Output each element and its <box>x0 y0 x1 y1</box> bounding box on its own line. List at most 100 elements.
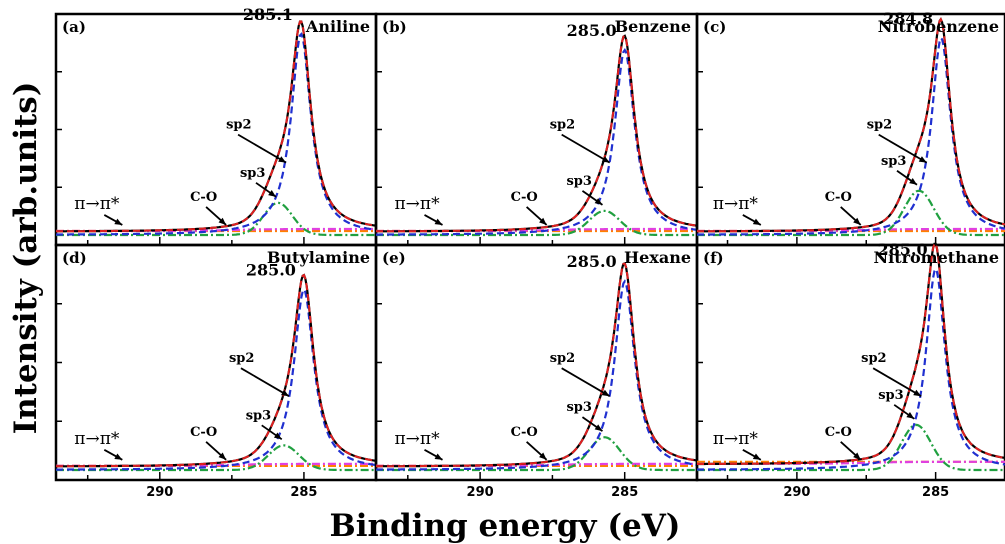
sp2-label: sp2 <box>226 118 251 133</box>
pi-pi-arrowhead <box>434 218 443 225</box>
panel-label: (c) <box>703 18 726 36</box>
pi-pi-label: π→π* <box>713 429 759 449</box>
x-tick-label: 285 <box>611 485 638 500</box>
pi-pi-label: π→π* <box>395 429 441 449</box>
peak-position-label: 285.0 <box>567 21 617 40</box>
sp2-label: sp2 <box>550 351 575 366</box>
sp3-component <box>376 209 697 237</box>
peak-position-label: 285.0 <box>878 240 928 259</box>
sp2-component <box>56 287 377 471</box>
sp3-label: sp3 <box>246 408 271 423</box>
panel-title: Benzene <box>615 17 691 36</box>
x-tick-label: 290 <box>146 485 173 500</box>
sp2-label: sp2 <box>861 351 886 366</box>
c-o-label: C-O <box>511 190 538 205</box>
measured-curve <box>56 20 377 233</box>
c-o-label: C-O <box>511 425 538 440</box>
pi-pi-label: π→π* <box>74 194 120 214</box>
sp3-arrowhead <box>909 177 917 185</box>
sp2-arrowhead <box>601 156 610 163</box>
measured-curve <box>56 273 377 468</box>
sp2-arrowhead <box>278 156 287 163</box>
sp3-arrowhead <box>594 424 603 432</box>
sp2-arrowhead <box>918 156 927 163</box>
panel-label: (f) <box>703 249 724 267</box>
measured-curve <box>697 17 1005 233</box>
sp2-label: sp2 <box>229 351 254 366</box>
panel-label: (a) <box>62 18 86 36</box>
sp2-arrowhead <box>281 389 289 397</box>
pi-pi-arrowhead <box>434 453 443 460</box>
sp2-arrow <box>561 133 611 164</box>
sp3-label: sp3 <box>566 400 591 415</box>
pi-pi-arrowhead <box>114 218 123 225</box>
sp2-arrow <box>561 367 611 397</box>
c-o-arrowhead <box>539 217 547 225</box>
c-o-arrowhead <box>539 452 547 460</box>
peak-position-label: 284.8 <box>883 9 933 28</box>
sp3-component <box>376 436 697 472</box>
sp3-component <box>56 201 376 237</box>
c-o-label: C-O <box>190 425 217 440</box>
c-o-arrowhead <box>853 217 861 225</box>
measured-curve <box>376 262 698 468</box>
x-tick-label: 290 <box>467 485 494 500</box>
x-tick-label: 285 <box>922 485 949 500</box>
peak-position-label: 285.0 <box>246 260 296 279</box>
c-o-label: C-O <box>825 425 852 440</box>
sp2-arrow <box>237 133 287 164</box>
sp3-label: sp3 <box>566 174 591 189</box>
sp2-component <box>56 32 377 236</box>
sp2-arrowhead <box>601 389 610 397</box>
sp2-component <box>697 266 1005 471</box>
sp3-arrowhead <box>268 190 276 197</box>
peak-position-label: 285.1 <box>243 5 293 24</box>
sp3-arrowhead <box>906 412 915 419</box>
sp3-label: sp3 <box>240 166 265 181</box>
c-o-label: C-O <box>190 190 217 205</box>
c-o-arrowhead <box>853 452 861 460</box>
sp3-label: sp3 <box>881 154 906 169</box>
c-o-arrowhead <box>218 217 227 225</box>
panel-title: Nitromethane <box>873 248 999 267</box>
pi-pi-label: π→π* <box>713 194 759 214</box>
sp2-label: sp2 <box>550 118 575 133</box>
panel-hexane: 290 285 (e) Hexane 285.0 sp2 sp3 C-O π→π* <box>374 243 699 500</box>
measured-curve <box>697 242 1005 465</box>
x-tick-label: 290 <box>783 485 810 500</box>
panel-title: Butylamine <box>267 248 370 267</box>
c-o-label: C-O <box>825 190 852 205</box>
panel-label: (b) <box>382 18 407 36</box>
measured-curve <box>376 34 698 233</box>
sp3-component <box>697 189 1005 237</box>
pi-pi-label: π→π* <box>395 194 441 214</box>
sp2-component <box>375 279 698 471</box>
sp3-component <box>697 423 1005 472</box>
panel-title: Nitrobenzene <box>878 17 999 36</box>
panel-label: (e) <box>382 249 406 267</box>
sp2-component <box>376 48 698 236</box>
x-tick-label: 285 <box>290 485 317 500</box>
sp3-component <box>56 444 376 472</box>
sp2-arrowhead <box>913 389 922 397</box>
sp2-arrow <box>872 367 922 397</box>
sp3-label: sp3 <box>878 388 903 403</box>
y-axis-label: Intensity (arb.units) <box>8 82 44 435</box>
sp2-arrow <box>240 367 290 397</box>
sp3-arrowhead <box>594 198 603 205</box>
panel-label: (d) <box>62 249 87 267</box>
panel-title: Aniline <box>305 17 370 36</box>
pi-pi-arrowhead <box>752 218 761 225</box>
x-axis-label: Binding energy (eV) <box>330 508 681 544</box>
pi-pi-arrowhead <box>114 453 123 460</box>
c-o-arrowhead <box>218 452 227 460</box>
sp3-arrowhead <box>273 432 282 440</box>
pi-pi-label: π→π* <box>74 429 120 449</box>
sp2-label: sp2 <box>867 118 892 133</box>
